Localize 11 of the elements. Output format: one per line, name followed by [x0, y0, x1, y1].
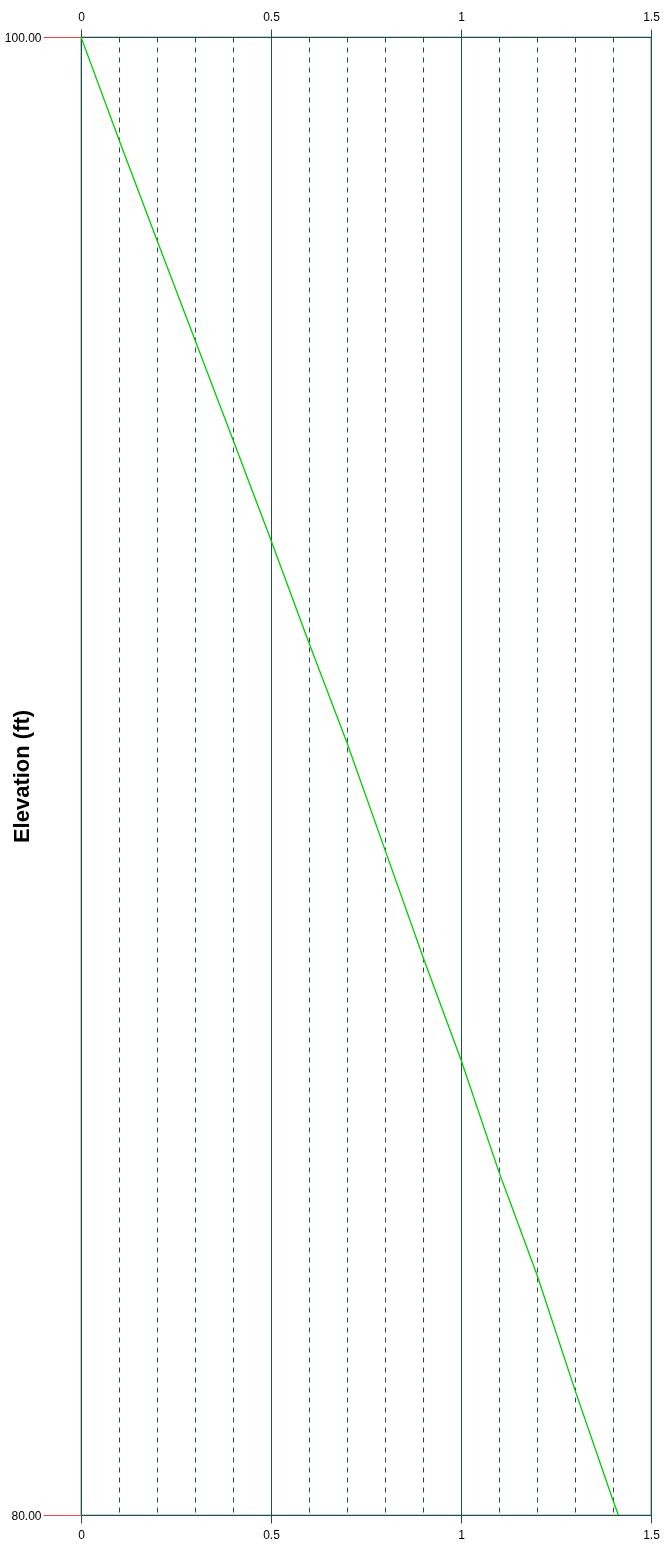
x-tick-label: 1.5 — [643, 1527, 661, 1542]
x2-tick-label: 1.5 — [643, 9, 661, 24]
x2-tick-label: 0 — [78, 9, 86, 24]
y-tick-label: 80.00 — [11, 1508, 42, 1523]
x2-tick-label: 0.5 — [263, 9, 281, 24]
x2-tick-label: 1 — [458, 9, 466, 24]
x-tick-label: 1 — [458, 1527, 466, 1542]
y-tick-label: 100.00 — [4, 30, 42, 45]
x-tick-label: 0.5 — [263, 1527, 281, 1542]
x-tick-label: 0 — [78, 1527, 86, 1542]
y-axis-title: Elevation (ft) — [8, 709, 34, 844]
